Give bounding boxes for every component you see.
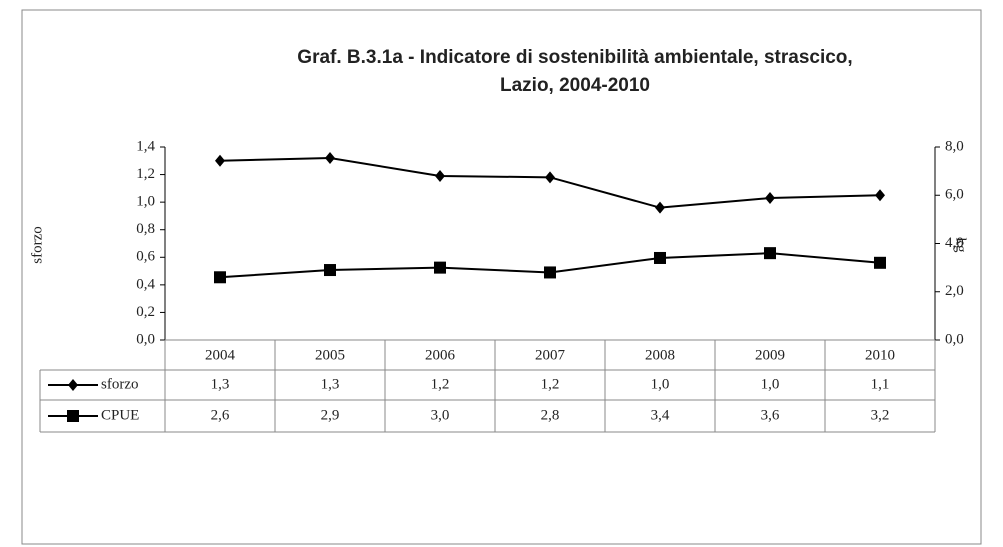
table-value: 3,4 [651,407,670,423]
y-tick-label: 1,2 [136,166,155,182]
x-tick-label: 2005 [315,347,345,363]
marker [435,169,445,182]
y-tick-label: 0,6 [136,249,155,265]
marker [655,201,665,214]
table-value: 2,6 [211,407,230,423]
y2-tick-label: 8,0 [945,138,964,154]
x-tick-label: 2006 [425,347,456,363]
marker [765,192,775,205]
marker [325,152,335,165]
marker [544,266,556,279]
table-value: 1,3 [211,376,230,392]
marker [874,256,886,269]
legend-marker [67,410,79,422]
y2-axis-label: kg [953,238,969,254]
y-tick-label: 0,8 [136,221,155,237]
legend-label: sforzo [101,376,139,392]
marker [434,261,446,274]
x-tick-label: 2008 [645,347,675,363]
table-value: 3,6 [761,407,780,423]
y-tick-label: 0,2 [136,304,155,320]
table-value: 1,1 [871,376,890,392]
marker [214,271,226,284]
marker [324,264,336,277]
y-tick-label: 1,0 [136,194,155,210]
y2-tick-label: 4,0 [945,235,964,251]
y-tick-label: 0,0 [136,331,155,347]
y2-tick-label: 2,0 [945,283,964,299]
marker [875,189,885,202]
x-tick-label: 2010 [865,347,895,363]
table-value: 2,9 [321,407,340,423]
marker [215,154,225,167]
table-value: 1,0 [761,376,780,392]
marker [764,247,776,260]
y-tick-label: 1,4 [136,138,155,154]
legend-label: CPUE [101,407,139,423]
table-value: 1,2 [541,376,560,392]
chart-title: Lazio, 2004-2010 [500,75,650,96]
chart-border [21,9,982,545]
legend-marker [68,379,78,391]
y2-tick-label: 6,0 [945,187,964,203]
x-tick-label: 2007 [535,347,566,363]
chart-title: Graf. B.3.1a - Indicatore di sostenibili… [297,47,852,68]
y2-tick-label: 0,0 [945,331,964,347]
table-value: 3,2 [871,407,890,423]
table-value: 1,3 [321,376,340,392]
table-value: 2,8 [541,407,560,423]
marker [545,171,555,184]
table-value: 1,2 [431,376,450,392]
marker [654,251,666,264]
table-value: 3,0 [431,407,450,423]
y-axis-label: sforzo [29,226,45,264]
y-tick-label: 0,4 [136,276,155,292]
table-value: 1,0 [651,376,670,392]
x-tick-label: 2004 [205,347,236,363]
x-tick-label: 2009 [755,347,785,363]
